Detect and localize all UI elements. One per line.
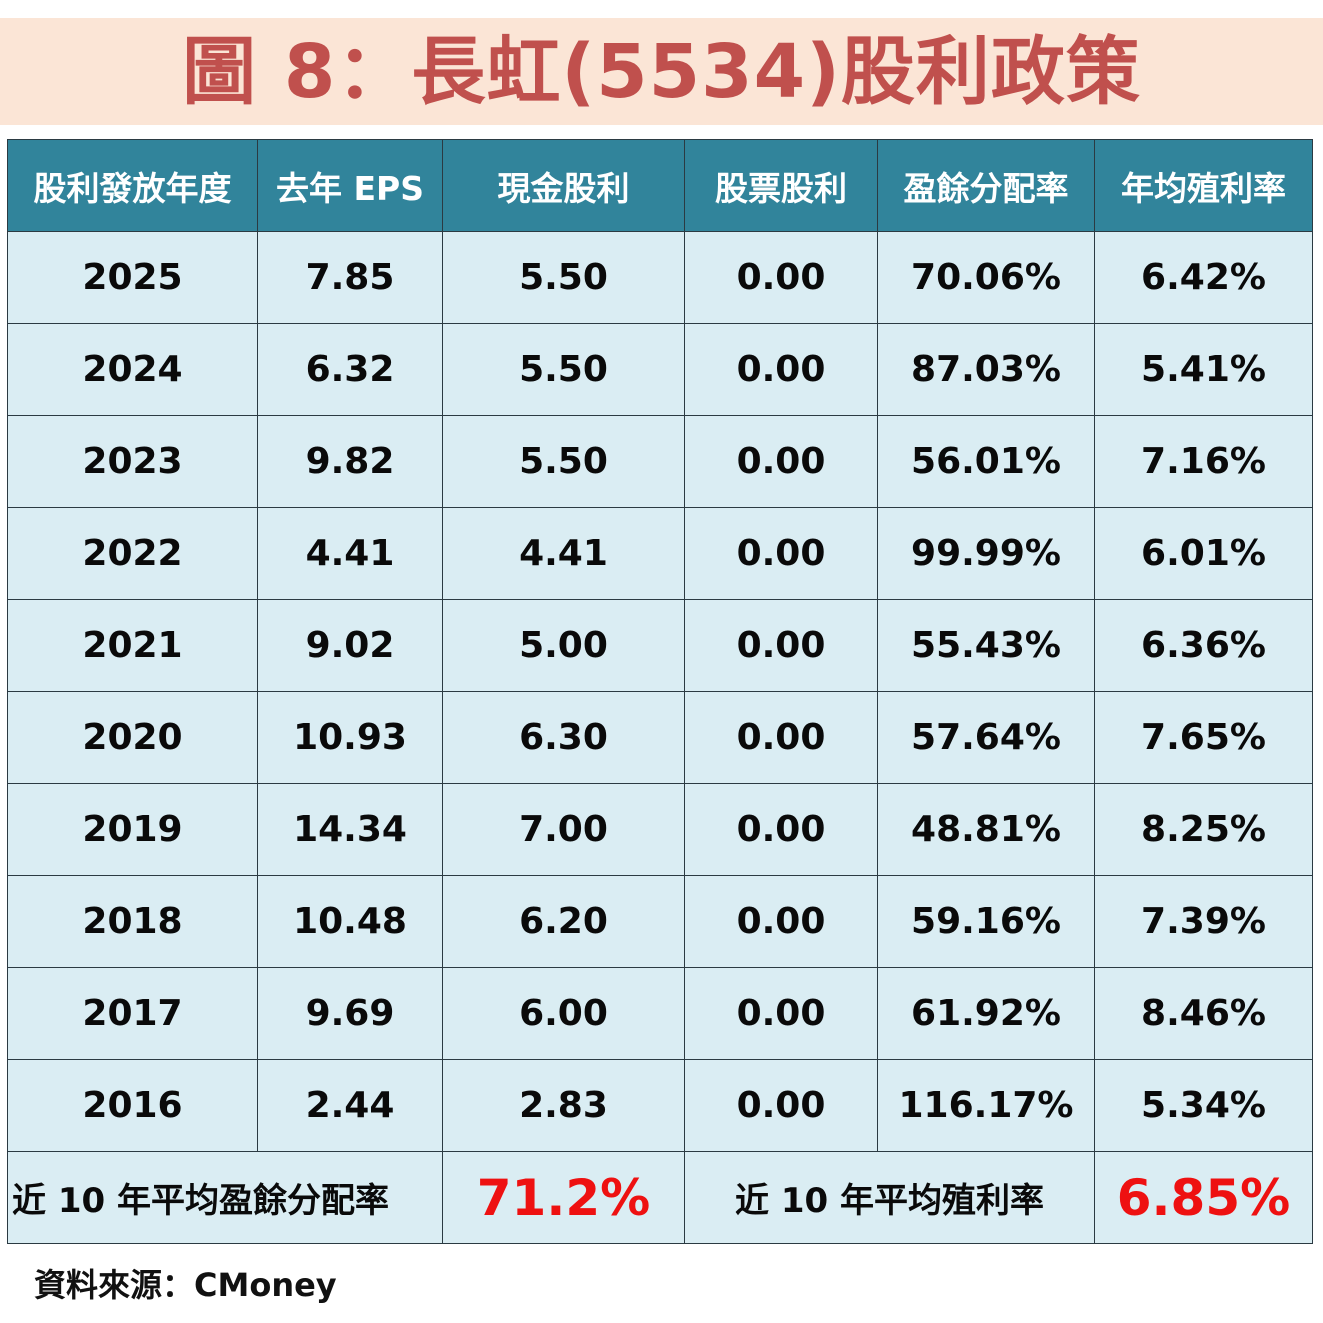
cell-cash-dividend: 6.20 (442, 875, 685, 968)
cell-avg-yield: 8.25% (1094, 783, 1313, 876)
cell-stock-dividend: 0.00 (684, 967, 878, 1060)
cell-stock-dividend: 0.00 (684, 691, 878, 784)
cell-year: 2024 (7, 323, 258, 416)
cell-avg-yield: 7.65% (1094, 691, 1313, 784)
cell-avg-yield: 8.46% (1094, 967, 1313, 1060)
table-row: 2022 4.41 4.41 0.00 99.99% 6.01% (7, 507, 1313, 600)
cell-eps: 9.69 (257, 967, 443, 1060)
source-note: 資料來源：CMoney (34, 1266, 337, 1304)
avg-payout-value: 71.2% (442, 1151, 685, 1244)
table-row: 2019 14.34 7.00 0.00 48.81% 8.25% (7, 783, 1313, 876)
cell-avg-yield: 6.01% (1094, 507, 1313, 600)
cell-year: 2021 (7, 599, 258, 692)
cell-cash-dividend: 6.00 (442, 967, 685, 1060)
avg-payout-label: 近 10 年平均盈餘分配率 (7, 1151, 443, 1244)
table-row: 2016 2.44 2.83 0.00 116.17% 5.34% (7, 1059, 1313, 1152)
avg-yield-value: 6.85% (1094, 1151, 1313, 1244)
cell-eps: 10.93 (257, 691, 443, 784)
table-row: 2025 7.85 5.50 0.00 70.06% 6.42% (7, 231, 1313, 324)
cell-cash-dividend: 7.00 (442, 783, 685, 876)
cell-stock-dividend: 0.00 (684, 875, 878, 968)
cell-stock-dividend: 0.00 (684, 599, 878, 692)
summary-row: 近 10 年平均盈餘分配率 71.2% 近 10 年平均殖利率 6.85% (7, 1151, 1313, 1244)
cell-payout-ratio: 87.03% (877, 323, 1095, 416)
cell-avg-yield: 5.41% (1094, 323, 1313, 416)
cell-payout-ratio: 57.64% (877, 691, 1095, 784)
table-row: 2024 6.32 5.50 0.00 87.03% 5.41% (7, 323, 1313, 416)
table-row: 2017 9.69 6.00 0.00 61.92% 8.46% (7, 967, 1313, 1060)
cell-payout-ratio: 55.43% (877, 599, 1095, 692)
cell-cash-dividend: 5.00 (442, 599, 685, 692)
cell-eps: 9.82 (257, 415, 443, 508)
cell-cash-dividend: 5.50 (442, 231, 685, 324)
cell-cash-dividend: 4.41 (442, 507, 685, 600)
header-year: 股利發放年度 (7, 139, 258, 232)
header-stock-dividend: 股票股利 (684, 139, 878, 232)
cell-payout-ratio: 56.01% (877, 415, 1095, 508)
cell-eps: 9.02 (257, 599, 443, 692)
cell-avg-yield: 5.34% (1094, 1059, 1313, 1152)
cell-stock-dividend: 0.00 (684, 231, 878, 324)
cell-stock-dividend: 0.00 (684, 783, 878, 876)
cell-payout-ratio: 99.99% (877, 507, 1095, 600)
table-row: 2018 10.48 6.20 0.00 59.16% 7.39% (7, 875, 1313, 968)
table-row: 2020 10.93 6.30 0.00 57.64% 7.65% (7, 691, 1313, 784)
cell-cash-dividend: 6.30 (442, 691, 685, 784)
header-cash-dividend: 現金股利 (442, 139, 685, 232)
cell-year: 2023 (7, 415, 258, 508)
cell-year: 2022 (7, 507, 258, 600)
cell-stock-dividend: 0.00 (684, 1059, 878, 1152)
cell-avg-yield: 7.16% (1094, 415, 1313, 508)
cell-year: 2020 (7, 691, 258, 784)
page-title: 圖 8：長虹(5534)股利政策 (182, 28, 1141, 115)
cell-eps: 2.44 (257, 1059, 443, 1152)
cell-eps: 10.48 (257, 875, 443, 968)
header-eps: 去年 EPS (257, 139, 443, 232)
header-avg-yield: 年均殖利率 (1094, 139, 1313, 232)
cell-cash-dividend: 5.50 (442, 323, 685, 416)
cell-cash-dividend: 5.50 (442, 415, 685, 508)
avg-yield-label: 近 10 年平均殖利率 (684, 1151, 1095, 1244)
cell-year: 2018 (7, 875, 258, 968)
cell-stock-dividend: 0.00 (684, 415, 878, 508)
title-banner: 圖 8：長虹(5534)股利政策 (0, 18, 1323, 125)
cell-year: 2025 (7, 231, 258, 324)
cell-eps: 7.85 (257, 231, 443, 324)
cell-eps: 6.32 (257, 323, 443, 416)
cell-payout-ratio: 48.81% (877, 783, 1095, 876)
cell-eps: 14.34 (257, 783, 443, 876)
cell-year: 2017 (7, 967, 258, 1060)
table-row: 2021 9.02 5.00 0.00 55.43% 6.36% (7, 599, 1313, 692)
cell-year: 2019 (7, 783, 258, 876)
cell-avg-yield: 7.39% (1094, 875, 1313, 968)
cell-payout-ratio: 70.06% (877, 231, 1095, 324)
header-payout-ratio: 盈餘分配率 (877, 139, 1095, 232)
cell-payout-ratio: 61.92% (877, 967, 1095, 1060)
cell-cash-dividend: 2.83 (442, 1059, 685, 1152)
cell-eps: 4.41 (257, 507, 443, 600)
table-header-row: 股利發放年度 去年 EPS 現金股利 股票股利 盈餘分配率 年均殖利率 (7, 139, 1313, 232)
cell-year: 2016 (7, 1059, 258, 1152)
cell-avg-yield: 6.36% (1094, 599, 1313, 692)
cell-avg-yield: 6.42% (1094, 231, 1313, 324)
cell-stock-dividend: 0.00 (684, 507, 878, 600)
cell-stock-dividend: 0.00 (684, 323, 878, 416)
table-row: 2023 9.82 5.50 0.00 56.01% 7.16% (7, 415, 1313, 508)
cell-payout-ratio: 116.17% (877, 1059, 1095, 1152)
dividend-policy-table: 股利發放年度 去年 EPS 現金股利 股票股利 盈餘分配率 年均殖利率 2025… (7, 139, 1313, 1244)
cell-payout-ratio: 59.16% (877, 875, 1095, 968)
